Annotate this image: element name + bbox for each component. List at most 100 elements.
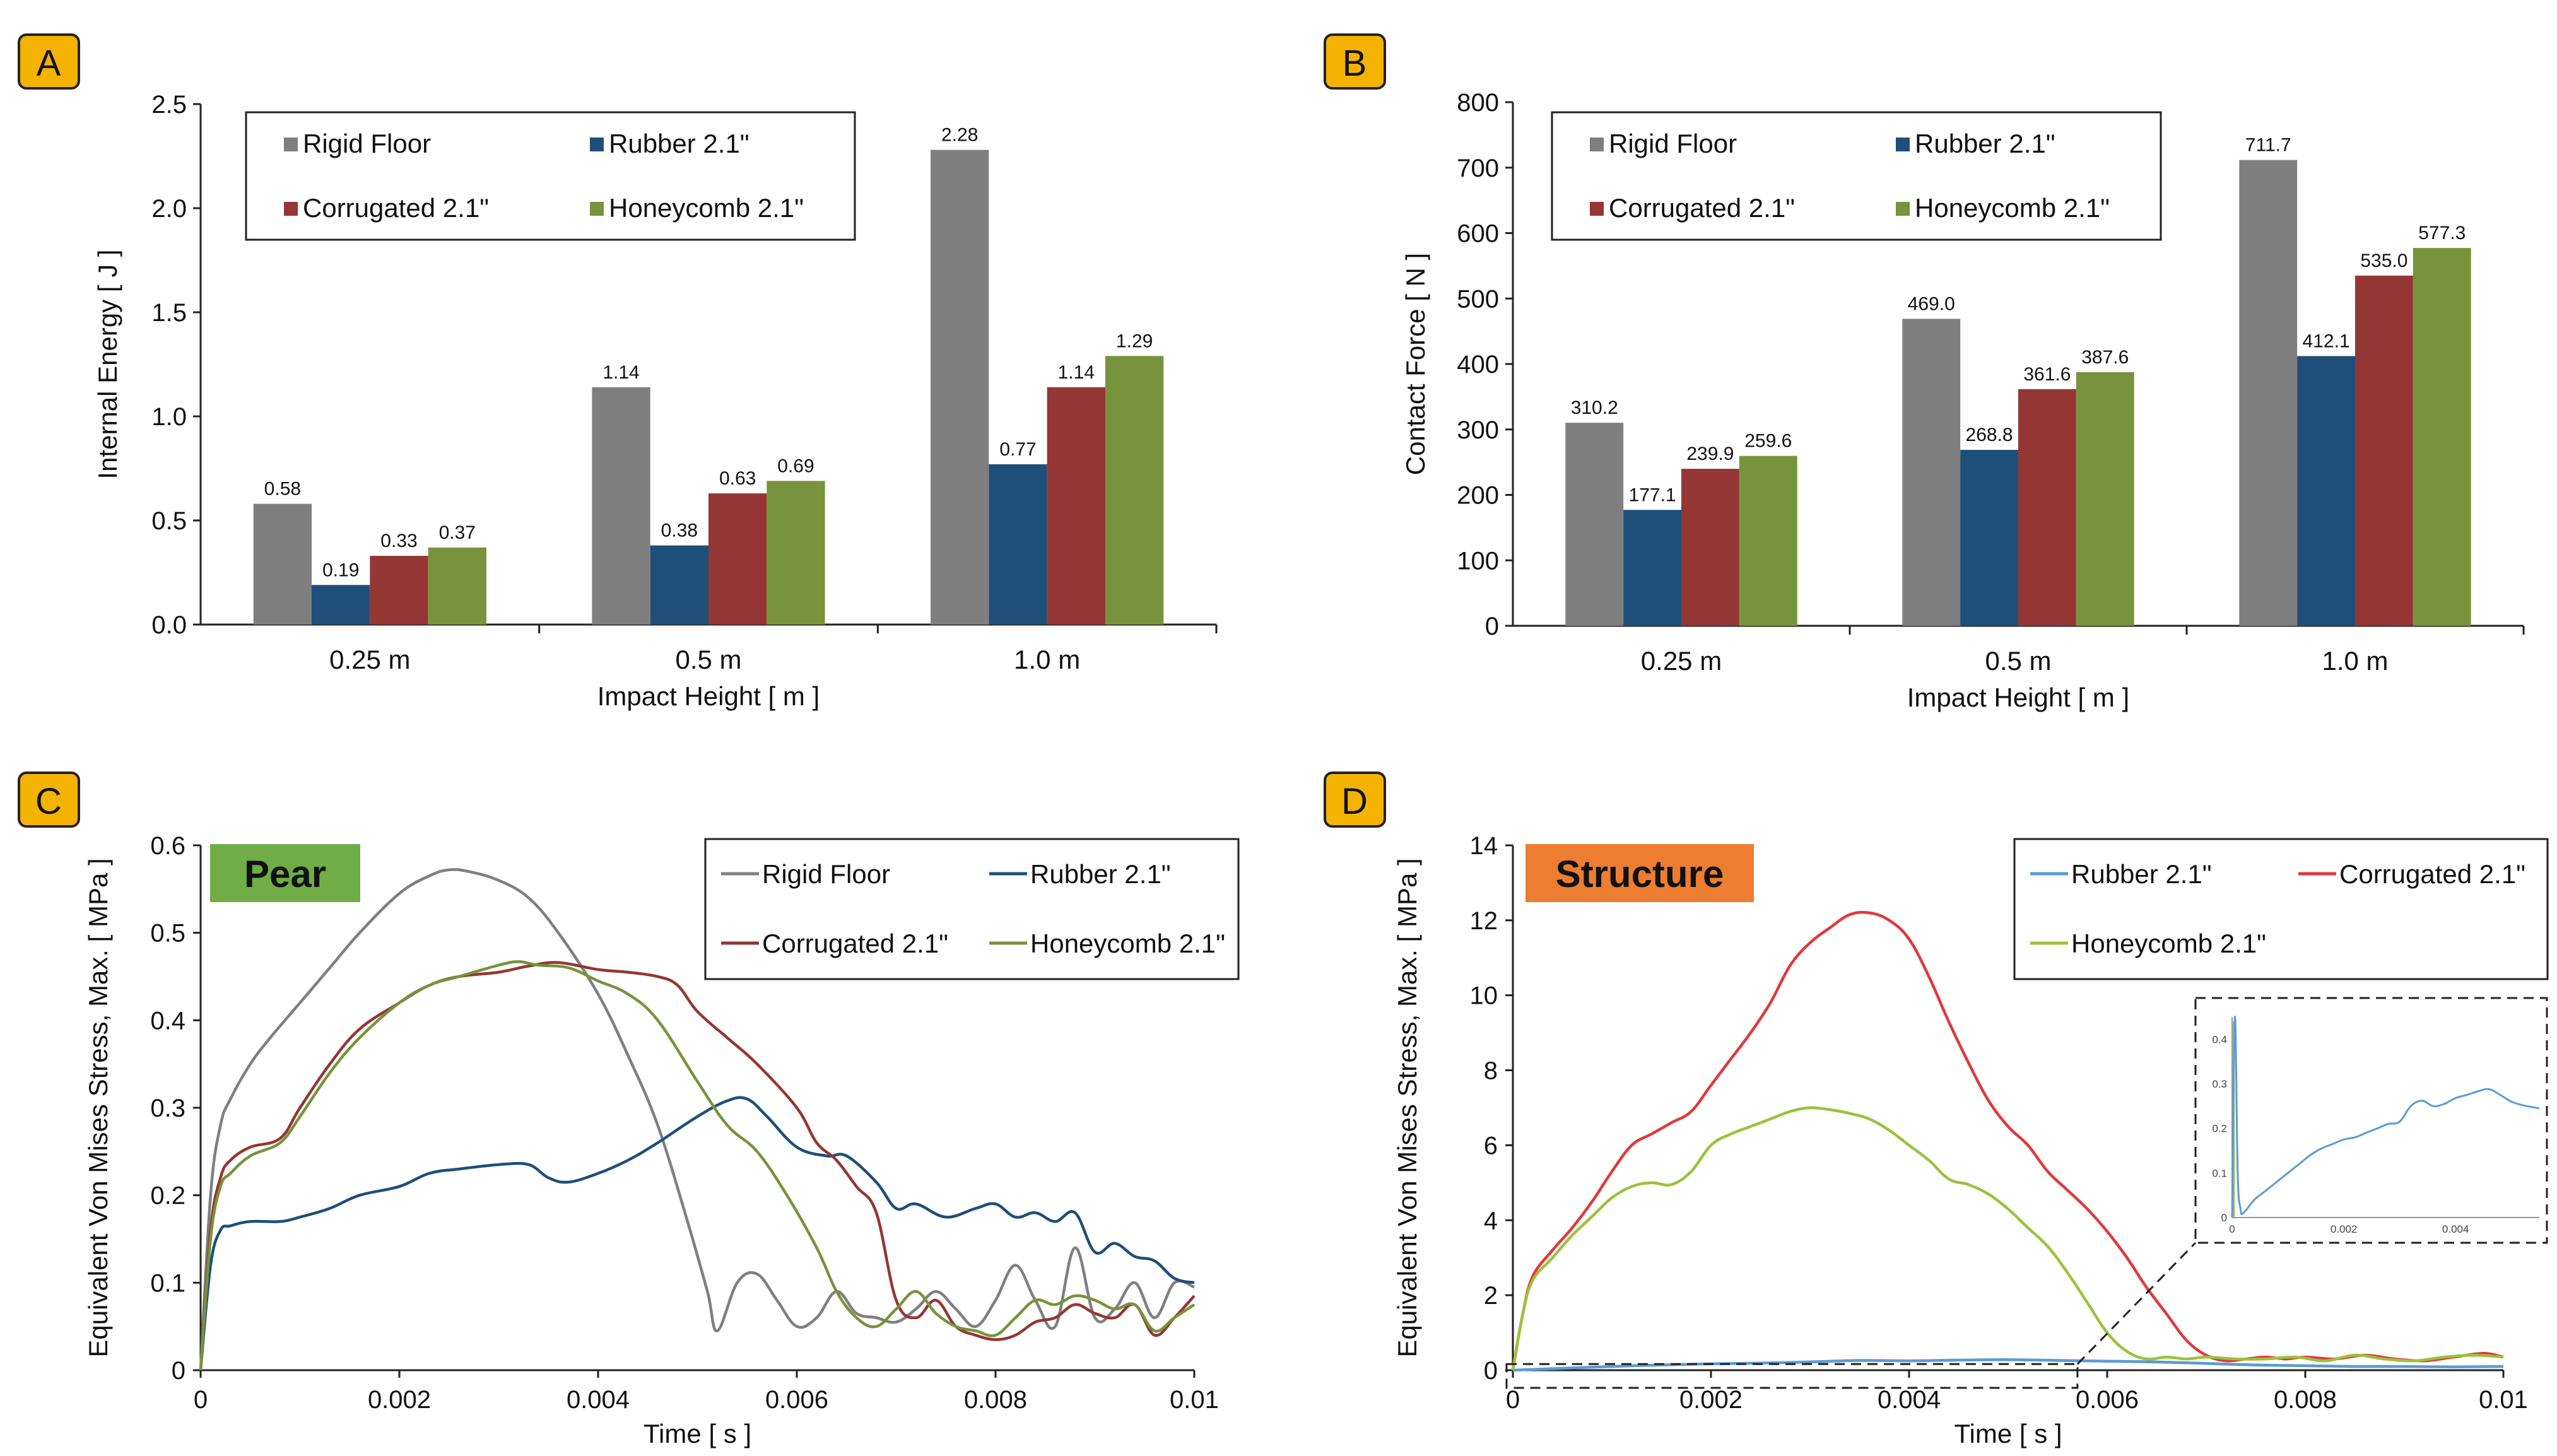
x-category-label: 0.5 m [675, 645, 741, 674]
bar-honeycomb-2-1-0-25-m [1739, 455, 1797, 626]
y-tick-label: 1.0 [151, 403, 187, 431]
bar-rubber-2-1-0-5-m [1960, 450, 2018, 626]
inset-frame [2194, 997, 2548, 1244]
y-tick-label: 0.5 [150, 920, 185, 948]
y-tick-label: 800 [1457, 89, 1499, 117]
legend-swatch-corrugated-2-1 [284, 202, 298, 216]
x-axis-title: Time [ s ] [644, 1419, 751, 1448]
x-axis-title: Impact Height [ m ] [597, 681, 820, 711]
bar-honeycomb-2-1-0-5-m [2076, 372, 2134, 626]
y-tick-label: 2.5 [151, 91, 187, 119]
y-tick-label: 4 [1484, 1207, 1498, 1235]
bar-value-label: 259.6 [1744, 431, 1792, 452]
legend-box [704, 838, 1240, 980]
series-line-honeycomb-2-1 [1511, 1106, 2504, 1371]
bar-value-label: 535.0 [2360, 250, 2407, 271]
bar-honeycomb-2-1-0-5-m [767, 481, 825, 625]
y-axis-title: Equivalent Von Mises Stress, Max. [ MPa … [1392, 858, 1422, 1357]
bar-rigid-floor-0-5-m [592, 387, 650, 625]
bar-rigid-floor-0-25-m [1565, 423, 1624, 626]
x-axis-title: Time [ s ] [1954, 1419, 2062, 1448]
structure-title: Structure [1556, 853, 1724, 895]
pear-title: Pear [244, 853, 326, 895]
bar-rigid-floor-0-25-m [253, 503, 312, 625]
x-tick-label: 0.002 [368, 1386, 431, 1414]
bar-value-label: 1.29 [1116, 331, 1153, 351]
bar-corrugated-2-1-0-5-m [708, 493, 767, 625]
series-line-corrugated-2-1 [1511, 910, 2504, 1371]
bar-corrugated-2-1-0-25-m [1681, 469, 1739, 626]
x-tick-label: 0.008 [964, 1386, 1027, 1414]
y-tick-label: 0.6 [150, 832, 185, 860]
legend-label-honeycomb-2-1: Honeycomb 2.1" [2071, 929, 2266, 958]
bar-value-label: 239.9 [1686, 443, 1734, 464]
bar-rigid-floor-1-0-m [931, 150, 989, 625]
x-axis-title: Impact Height [ m ] [1907, 683, 2129, 712]
bar-value-label: 268.8 [1966, 425, 2013, 445]
bar-value-label: 412.1 [2303, 331, 2350, 351]
legend-swatch-rigid-floor [284, 138, 298, 151]
panel-d-letter: D [1341, 781, 1368, 822]
panel-d-badge: D [1324, 772, 1386, 828]
x-category-label: 0.25 m [329, 645, 410, 674]
y-tick-label: 700 [1457, 155, 1499, 182]
y-tick-label: 200 [1457, 482, 1499, 510]
bar-corrugated-2-1-1-0-m [1047, 387, 1105, 625]
legend-swatch-honeycomb-2-1 [590, 202, 604, 216]
panel-c-badge: C [18, 772, 80, 828]
y-tick-label: 600 [1457, 220, 1499, 248]
y-axis-title: Contact Force [ N ] [1401, 253, 1430, 475]
structure-title-badge: Structure [1525, 844, 1754, 902]
chart-pear-stress: 0 0.1 0.2 0.3 0.4 0.5 0.6 0 0.002 0.004 0.006 0.008… [83, 832, 1240, 1448]
legend-swatch-honeycomb-2-1 [1896, 202, 1910, 216]
x-tick-label: 0.01 [2479, 1386, 2528, 1414]
bar-value-label: 469.0 [1908, 293, 1955, 314]
bar-honeycomb-2-1-1-0-m [2413, 248, 2471, 626]
legend-box [1551, 111, 2162, 241]
y-tick-label: 400 [1457, 351, 1499, 379]
x-category-label: 1.0 m [1014, 645, 1080, 674]
bar-honeycomb-2-1-0-25-m [428, 547, 486, 625]
legend-label-rigid-floor: Rigid Floor [1609, 129, 1737, 158]
y-tick-label: 8 [1484, 1057, 1498, 1085]
legend-swatch-rigid-floor [1590, 138, 1604, 151]
inset-y-tick-label: 0.2 [2212, 1123, 2227, 1135]
y-tick-label: 10 [1470, 982, 1498, 1010]
inset-y-tick-label: 0.3 [2212, 1078, 2227, 1090]
inset-series-rubber [2231, 1016, 2540, 1218]
bar-value-label: 0.37 [439, 522, 476, 543]
bar-value-label: 310.2 [1571, 397, 1618, 418]
legend-label-rubber-2-1: Rubber 2.1" [1030, 859, 1171, 889]
bar-value-label: 1.14 [603, 362, 639, 383]
x-tick-label: 0 [1506, 1386, 1520, 1414]
inset-x-tick-label: 0.002 [2331, 1223, 2358, 1235]
legend-label-corrugated-2-1: Corrugated 2.1" [1609, 193, 1795, 223]
bar-value-label: 0.63 [719, 468, 756, 489]
x-tick-label: 0.01 [1170, 1386, 1219, 1414]
y-tick-label: 0 [172, 1357, 185, 1385]
panel-a-letter: A [37, 43, 61, 84]
panel-a-badge: A [18, 33, 80, 90]
y-tick-label: 1.5 [151, 299, 187, 327]
y-tick-label: 500 [1457, 285, 1499, 313]
legend-swatch-rubber-2-1 [1896, 138, 1910, 151]
legend-label-corrugated-2-1: Corrugated 2.1" [2339, 859, 2525, 889]
bar-value-label: 361.6 [2023, 364, 2071, 385]
bar-honeycomb-2-1-1-0-m [1105, 356, 1164, 625]
y-tick-label: 0.3 [150, 1095, 185, 1122]
y-tick-label: 2 [1484, 1282, 1498, 1310]
y-tick-label: 2.0 [151, 195, 187, 223]
legend-label-rigid-floor: Rigid Floor [303, 129, 431, 158]
inset-y-tick-label: 0.1 [2212, 1167, 2227, 1179]
bar-rubber-2-1-0-25-m [1623, 510, 1681, 626]
legend-label-honeycomb-2-1: Honeycomb 2.1" [1030, 929, 1225, 958]
x-tick-label: 0.006 [2076, 1386, 2139, 1414]
series-line-rubber-2-1 [199, 1096, 1195, 1371]
inset-x-tick-label: 0.004 [2442, 1223, 2469, 1235]
y-tick-label: 0 [1485, 613, 1499, 640]
bar-rubber-2-1-1-0-m [989, 464, 1047, 625]
x-tick-label: 0.002 [1679, 1386, 1743, 1414]
y-tick-label: 100 [1457, 547, 1499, 575]
bar-value-label: 0.69 [777, 455, 814, 476]
